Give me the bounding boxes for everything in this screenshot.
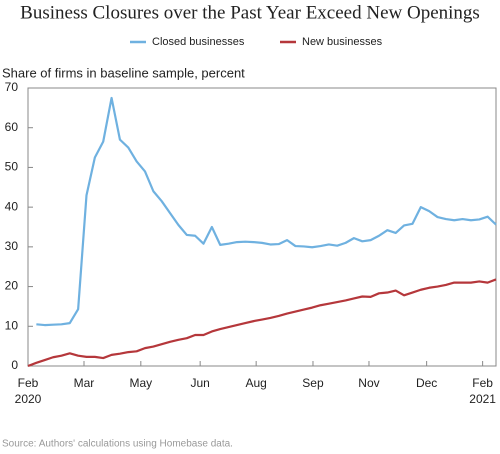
source-note: Source: Authors' calculations using Home… <box>2 439 233 450</box>
y-tick-label: 40 <box>5 199 19 213</box>
series-line <box>27 278 497 368</box>
x-tick-label: Feb 2021 <box>469 376 496 406</box>
x-tick-label: Sep <box>302 376 324 390</box>
y-tick-label: 60 <box>5 120 19 134</box>
y-tick-label: 20 <box>5 279 19 293</box>
y-axis-label: Share of firms in baseline sample, perce… <box>2 65 245 80</box>
series-line <box>36 96 497 327</box>
legend-label: Closed businesses <box>152 36 245 48</box>
x-tick-label: Aug <box>245 376 267 390</box>
chart-title: Business Closures over the Past Year Exc… <box>20 2 480 23</box>
x-tick-label: May <box>129 376 153 390</box>
x-tick-label: Jun <box>190 376 210 390</box>
y-tick-label: 0 <box>11 358 18 372</box>
legend-label: New businesses <box>302 36 383 48</box>
y-tick-label: 70 <box>5 80 19 94</box>
x-tick-label: Dec <box>415 376 438 390</box>
plot-frame <box>27 87 497 367</box>
x-tick-label: Mar <box>73 376 95 390</box>
y-tick-label: 10 <box>5 318 19 332</box>
x-tick-label: Nov <box>358 376 380 390</box>
x-tick-label: Feb 2020 <box>14 376 42 406</box>
y-tick-label: 30 <box>5 239 19 253</box>
y-tick-label: 50 <box>5 160 19 174</box>
